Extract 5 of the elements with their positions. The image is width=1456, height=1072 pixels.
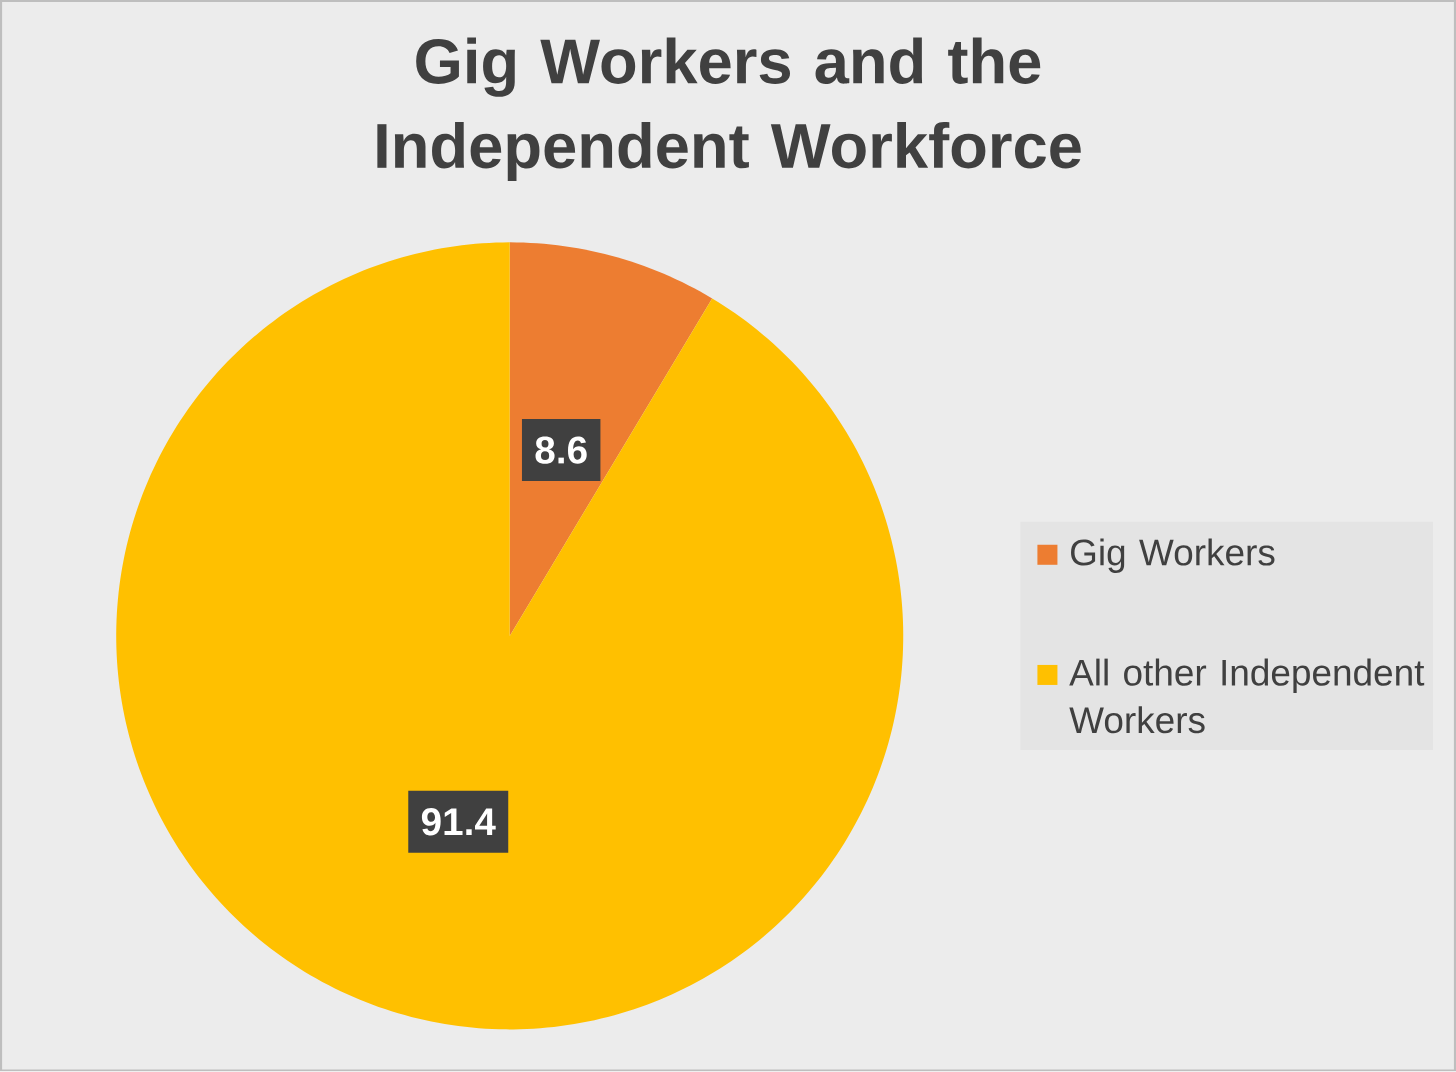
legend-label: All other Independent Workers bbox=[1069, 658, 1425, 734]
data-label: 91.4 bbox=[421, 808, 496, 836]
data-label: 8.6 bbox=[535, 436, 587, 465]
legend-label: Gig Workers bbox=[1071, 538, 1275, 574]
chart-title: Gig Workers and the Independent Workforce bbox=[377, 37, 1081, 182]
